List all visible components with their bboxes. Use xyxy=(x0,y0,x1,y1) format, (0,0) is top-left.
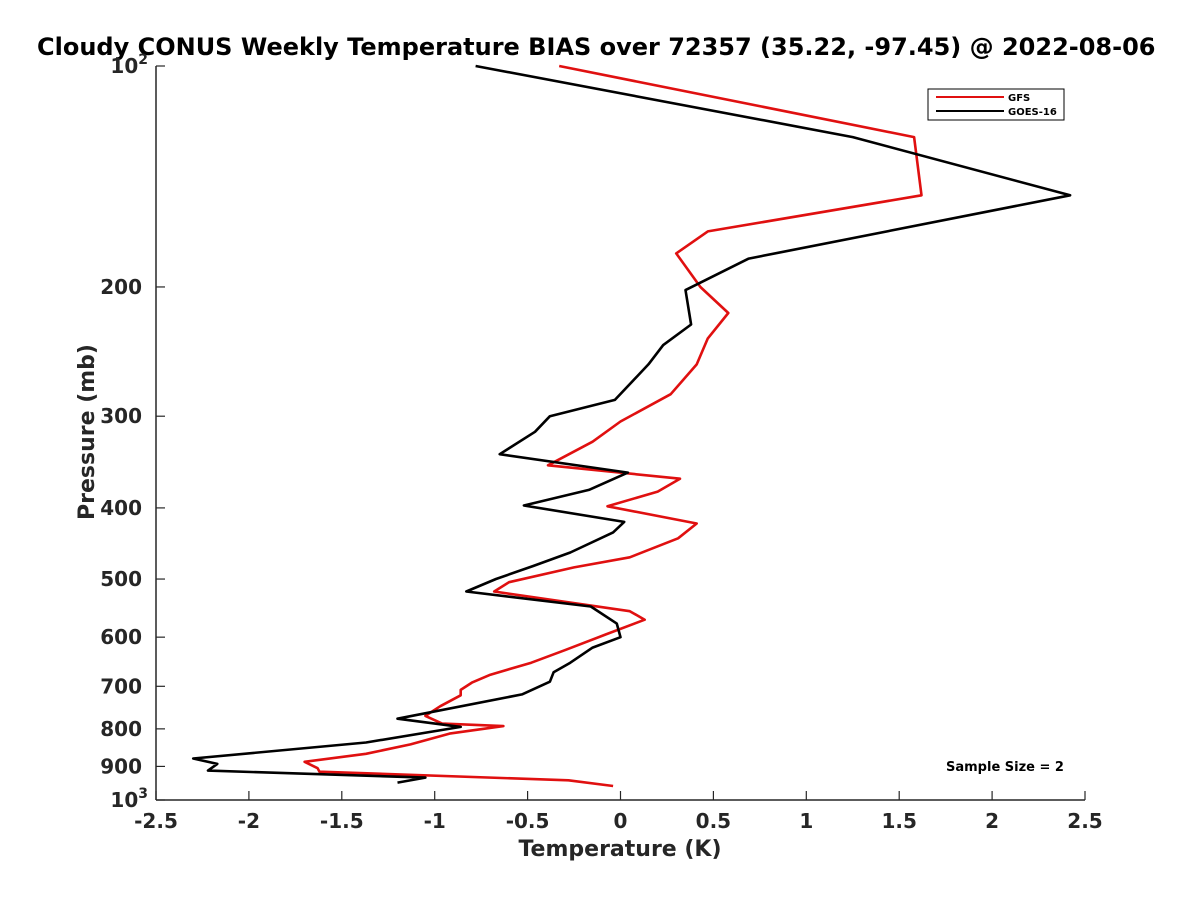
chart-title: Cloudy CONUS Weekly Temperature BIAS ove… xyxy=(37,33,1155,61)
x-tick-label: -2.5 xyxy=(134,809,178,833)
legend-box xyxy=(927,88,1065,121)
x-tick-label: -1.5 xyxy=(320,809,364,833)
sample-size-annotation: Sample Size = 2 xyxy=(946,760,1064,775)
series-line-goes-16 xyxy=(191,64,1072,784)
x-tick-label: 0.5 xyxy=(696,809,731,833)
x-tick-label: 2 xyxy=(985,809,999,833)
y-tick-label: 600 xyxy=(100,625,142,649)
x-tick-label: -0.5 xyxy=(506,809,550,833)
x-tick-label: 2.5 xyxy=(1067,809,1102,833)
x-axis-label: Temperature (K) xyxy=(518,837,721,862)
x-tick-label: 0 xyxy=(614,809,628,833)
y-tick-label: 900 xyxy=(100,754,142,778)
y-tick-label: 200 xyxy=(100,275,142,299)
y-tick-label: 300 xyxy=(100,404,142,428)
legend: GFS GOES-16 xyxy=(927,88,1065,121)
x-tick-label: 1 xyxy=(799,809,813,833)
plot-area xyxy=(191,64,1072,788)
legend-label-gfs: GFS xyxy=(1008,93,1030,104)
x-axis-ticks: -2.5 -2 -1.5 -1 -0.5 0 0.5 1 1.5 2 2.5 xyxy=(134,791,1103,833)
axes xyxy=(155,66,1085,801)
legend-label-goes16: GOES-16 xyxy=(1008,107,1057,118)
y-tick-label: 800 xyxy=(100,717,142,741)
y-axis-ticks: 102 200 300 400 500 600 700 800 900 103 xyxy=(100,52,165,812)
y-tick-label: 400 xyxy=(100,496,142,520)
x-tick-label: -1 xyxy=(424,809,446,833)
x-tick-label: 1.5 xyxy=(881,809,916,833)
y-tick-label: 103 xyxy=(110,786,148,812)
y-tick-label: 102 xyxy=(110,52,148,78)
y-tick-label: 700 xyxy=(100,674,142,698)
y-tick-label: 500 xyxy=(100,567,142,591)
y-axis-label: Pressure (mb) xyxy=(75,344,100,520)
x-tick-label: -2 xyxy=(238,809,260,833)
series-line-gfs xyxy=(303,64,923,788)
